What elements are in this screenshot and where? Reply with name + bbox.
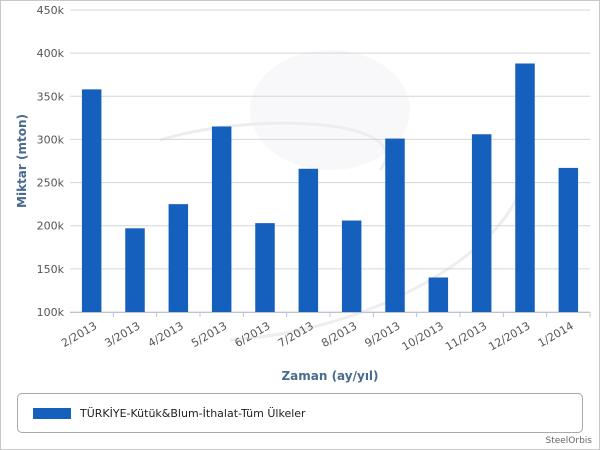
x-tick-label: 1/2014	[536, 319, 576, 350]
bar-5-2013[interactable]	[211, 126, 232, 312]
legend-label: TÜRKİYE-Kütük&Blum-İthalat-Tüm Ülkeler	[80, 406, 306, 420]
credit-text: SteelOrbis	[545, 436, 592, 446]
bar-6-2013[interactable]	[255, 223, 275, 312]
bar-11-2013[interactable]	[471, 134, 492, 312]
bar-1-2014[interactable]	[558, 167, 579, 312]
y-tick-label: 350k	[37, 90, 65, 103]
y-tick-label: 100k	[37, 306, 65, 319]
y-tick-label: 150k	[37, 263, 65, 276]
bar-9-2013[interactable]	[385, 138, 405, 312]
bar-12-2013[interactable]	[515, 63, 535, 312]
watermark-logo	[159, 50, 522, 342]
x-axis-title: Zaman (ay/yıl)	[281, 369, 378, 383]
y-tick-label: 250k	[37, 177, 65, 190]
x-tick-label: 7/2013	[276, 319, 316, 350]
y-tick-label: 200k	[37, 220, 65, 233]
bar-2-2013[interactable]	[81, 89, 102, 312]
x-tick-label: 5/2013	[189, 319, 229, 350]
y-tick-label: 300k	[37, 133, 65, 146]
legend-swatch	[33, 407, 71, 419]
legend: TÜRKİYE-Kütük&Blum-İthalat-Tüm Ülkeler	[17, 393, 583, 433]
bar-4-2013[interactable]	[168, 204, 189, 312]
x-tick-label: 4/2013	[146, 319, 186, 350]
x-tick-label: 12/2013	[486, 319, 532, 353]
y-tick-label: 450k	[37, 4, 65, 17]
x-tick-label: 9/2013	[362, 319, 402, 350]
bar-8-2013[interactable]	[341, 220, 362, 312]
bar-7-2013[interactable]	[298, 168, 319, 312]
bar-10-2013[interactable]	[428, 277, 449, 312]
bar-3-2013[interactable]	[125, 228, 145, 312]
x-tick-label: 2/2013	[59, 319, 99, 350]
bars	[81, 63, 579, 312]
y-axis-title: Miktar (mton)	[15, 114, 29, 208]
x-tick-label: 11/2013	[443, 319, 489, 353]
y-axis-ticks: 100k 150k 200k 250k 300k 350k 400k 450k	[37, 4, 65, 319]
x-axis-ticks: 2/2013 3/2013 4/2013 5/2013 6/2013 7/2013 8/20…	[59, 312, 591, 353]
x-tick-label: 10/2013	[400, 319, 446, 353]
x-tick-label: 3/2013	[102, 319, 142, 350]
y-tick-label: 400k	[37, 47, 65, 60]
